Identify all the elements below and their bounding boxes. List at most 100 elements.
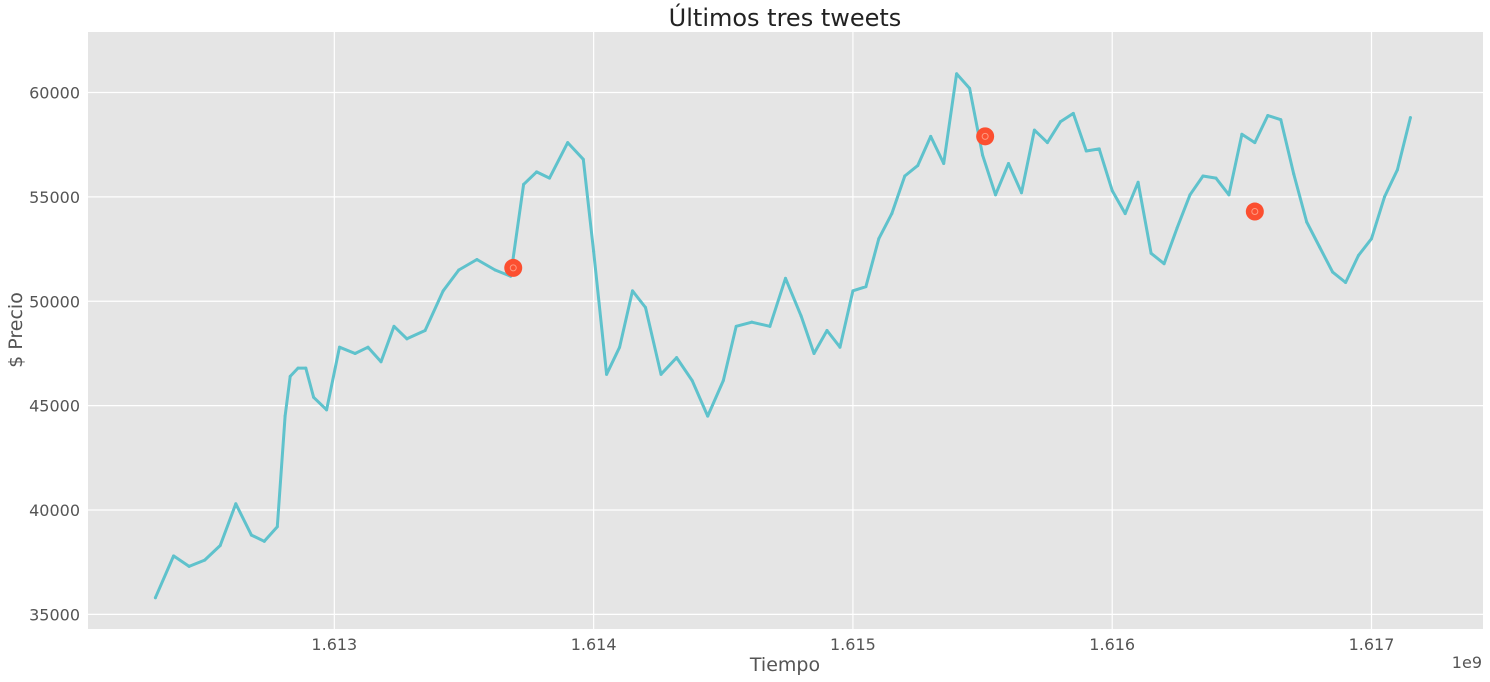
x-offset-label: 1e9 — [1452, 653, 1482, 672]
price-point — [592, 249, 596, 253]
price-point — [690, 379, 694, 383]
price-point — [522, 182, 526, 186]
price-point — [187, 564, 191, 568]
price-point — [968, 86, 972, 90]
price-point — [929, 134, 933, 138]
price-point — [338, 345, 342, 349]
price-point — [1253, 141, 1257, 145]
price-point — [1214, 176, 1218, 180]
tweet-marker-dot — [504, 258, 523, 277]
price-point — [750, 320, 754, 324]
marker-layer — [504, 127, 1264, 277]
price-point — [1395, 168, 1399, 172]
tweet-marker-center — [509, 264, 517, 272]
x-axis-label: Tiempo — [749, 654, 820, 676]
price-point — [994, 193, 998, 197]
price-point — [566, 141, 570, 145]
price-point — [262, 539, 266, 543]
gridlines — [88, 32, 1483, 629]
price-point — [1279, 118, 1283, 122]
x-tick-label: 1.613 — [311, 635, 357, 654]
price-point — [1162, 262, 1166, 266]
price-point — [784, 276, 787, 280]
y-tick-label: 35000 — [29, 605, 80, 624]
tweet-marker-dot — [1245, 202, 1264, 221]
price-point — [288, 374, 292, 378]
y-tick-label: 60000 — [29, 84, 80, 103]
price-point — [1357, 253, 1361, 257]
series-layer — [153, 72, 1412, 600]
price-point — [581, 157, 585, 161]
chart-title: Últimos tres tweets — [669, 2, 902, 32]
price-point — [1110, 189, 1114, 193]
price-point — [1123, 212, 1127, 216]
price-point — [1344, 280, 1348, 284]
price-point — [325, 408, 329, 412]
price-point — [675, 356, 679, 360]
price-point — [548, 176, 552, 180]
x-tick-label: 1.614 — [571, 635, 617, 654]
price-point — [1292, 172, 1296, 176]
price-point — [535, 170, 539, 174]
price-point — [475, 258, 479, 262]
price-point — [1382, 195, 1386, 199]
price-point — [493, 268, 497, 272]
price-point — [1045, 141, 1049, 145]
price-point — [296, 366, 300, 370]
y-axis-label: $ Precio — [5, 292, 27, 368]
price-point — [838, 345, 842, 349]
price-point — [721, 379, 725, 383]
price-point — [1006, 162, 1010, 166]
price-point — [423, 329, 427, 332]
price-point — [379, 360, 383, 364]
price-point — [1058, 120, 1062, 124]
price-point — [1240, 132, 1244, 136]
price-point — [942, 162, 946, 166]
price-point — [392, 324, 396, 328]
price-point — [1136, 180, 1140, 184]
price-point — [618, 345, 622, 349]
price-point — [353, 351, 357, 355]
price-point — [631, 289, 635, 293]
x-tick-labels: 1.613 1.614 1.615 1.616 1.617 — [311, 635, 1394, 654]
price-point — [405, 337, 409, 341]
y-tick-label: 40000 — [29, 501, 80, 520]
tweet-marker — [1245, 202, 1264, 221]
price-point — [955, 72, 959, 76]
price-point — [1032, 128, 1036, 132]
price-point — [1201, 174, 1205, 178]
price-point — [234, 502, 238, 506]
price-point — [1175, 226, 1179, 230]
price-point — [1370, 237, 1374, 241]
price-point — [916, 164, 920, 168]
price-point — [283, 414, 287, 418]
y-tick-label: 50000 — [29, 292, 80, 311]
tweet-marker-center — [1251, 208, 1259, 216]
price-point — [1188, 193, 1192, 197]
plot-background — [88, 32, 1483, 629]
price-point — [1149, 251, 1153, 255]
price-point — [734, 324, 738, 328]
price-point — [851, 289, 855, 293]
tweet-marker-center — [981, 132, 989, 140]
y-tick-label: 45000 — [29, 397, 80, 416]
tweet-marker-dot — [976, 127, 995, 146]
price-point — [864, 285, 868, 289]
price-point — [218, 544, 222, 548]
price-point — [1266, 113, 1270, 117]
price-point — [1318, 245, 1322, 249]
price-point — [1071, 111, 1075, 115]
price-point — [903, 174, 907, 178]
price-point — [825, 329, 829, 332]
price-series-line — [153, 72, 1412, 600]
price-point — [812, 351, 816, 355]
price-point — [203, 558, 207, 562]
price-point — [890, 212, 894, 216]
price-point — [153, 596, 157, 600]
x-tick-label: 1.617 — [1349, 635, 1395, 654]
price-point — [1227, 193, 1231, 197]
x-tick-label: 1.615 — [830, 635, 876, 654]
tweet-marker — [976, 127, 995, 146]
price-point — [366, 345, 370, 349]
price-point — [1408, 116, 1412, 120]
